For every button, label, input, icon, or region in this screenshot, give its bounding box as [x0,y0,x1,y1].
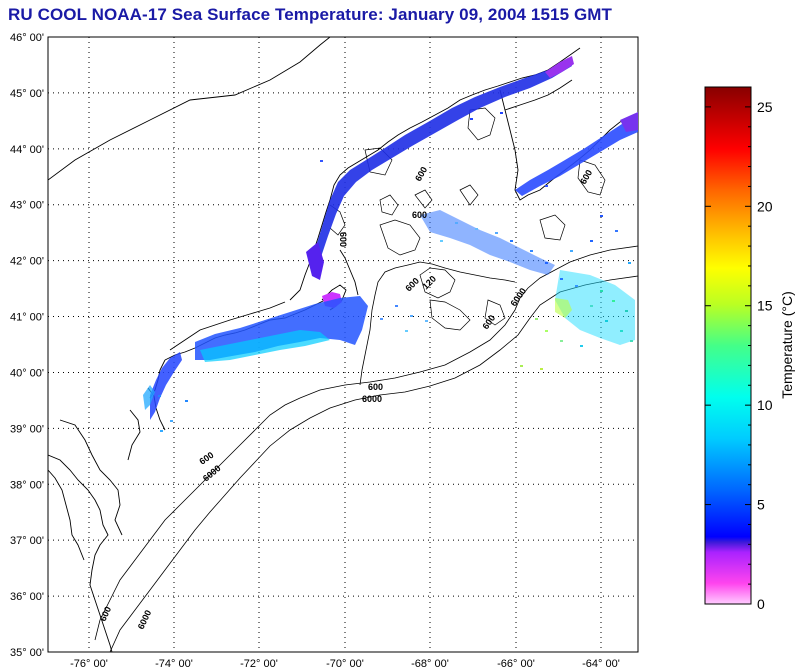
sst-pixel [320,160,323,162]
sst-pixel [455,222,458,224]
colorbar-tick-label: 0 [757,596,765,612]
lon-label: -72° 00' [240,658,278,670]
sst-georges-cyan [555,270,635,345]
lon-label: -66° 00' [497,658,535,670]
colorbar-ticks: 0 5 10 15 20 25 [705,99,773,612]
sst-pixel [520,365,523,367]
colorbar-tick-label: 10 [757,397,773,413]
sst-pixel [600,215,603,217]
sst-pixel [570,250,573,252]
depth-label: 600 [412,210,427,220]
sst-nova-scotia [515,118,638,196]
lat-label: 44° 00' [10,144,44,156]
sst-pixel [615,230,618,232]
lat-label: 45° 00' [10,88,44,100]
colorbar-tick-label: 20 [757,198,773,214]
sst-pixel [440,240,443,242]
sst-pixel [560,340,563,342]
sst-pixel [500,112,503,114]
isobath-6000 [109,275,638,652]
sst-pixel [425,320,428,322]
colorbar-tick-label: 25 [757,99,773,115]
sst-yellow-patch [555,298,572,318]
lon-label: -68° 00' [411,658,449,670]
sst-longisland-cyan [200,330,330,362]
depth-label: 600 [368,382,383,392]
sst-pixel [540,368,543,370]
lat-label: 46° 00' [10,32,44,44]
sst-pixel [625,310,628,312]
sst-pixel [405,330,408,332]
sst-bay-of-fundy [545,56,574,78]
sst-pixel [630,340,633,342]
lat-label: 38° 00' [10,479,44,491]
sst-pixel [620,330,623,332]
sst-gulf-of-maine-scatter [420,210,555,275]
depth-label: 6000 [362,394,382,404]
sst-pixel [545,185,548,187]
sst-eastern-edge [620,112,638,132]
lon-label: -74° 00' [155,658,193,670]
map-frame [47,36,639,653]
sst-pixel [560,278,563,280]
sst-pixel [380,318,383,320]
depth-label: 600 [338,232,348,247]
sst-pixel [158,395,161,397]
sst-pixel [612,300,615,302]
sst-pixel [628,262,631,264]
sst-pixel [545,330,548,332]
sst-pixel [475,228,478,230]
sst-pixel [575,285,578,287]
sst-pixel [170,420,173,422]
colorbar-tick-label: 5 [757,497,765,513]
lon-label: -76° 00' [70,658,108,670]
sst-pixel [605,320,608,322]
lat-label: 43° 00' [10,200,44,212]
colorbar-tick-label: 15 [757,298,773,314]
sst-pixel [535,318,538,320]
longitude-labels: -76° 00' -74° 00' -72° 00' -70° 00' -68° 00'… [70,658,620,670]
lat-label: 41° 00' [10,312,44,324]
lat-label: 36° 00' [10,591,44,603]
map-title: RU COOL NOAA-17 Sea Surface Temperature:… [8,5,613,24]
lon-label: -70° 00' [326,658,364,670]
sst-overlay [143,56,638,432]
graticule [48,36,638,653]
sst-pixel [185,400,188,402]
isobath-600 [94,245,638,641]
lat-label: 40° 00' [10,367,44,379]
lat-label: 35° 00' [10,647,44,659]
lat-label: 39° 00' [10,423,44,435]
sst-pixel [510,240,513,242]
sst-cape-cod [306,242,324,280]
sst-pixel [395,305,398,307]
sst-pixel [160,430,163,432]
sst-coastal-maine [310,58,572,262]
sst-pixel [410,315,413,317]
latitude-labels: 46° 00' 45° 00' 44° 00' 43° 00' 42° 00' 41° 0… [10,32,44,659]
sst-new-jersey [150,352,182,420]
shelf-contours [329,107,606,331]
sst-pixel [590,305,593,307]
sst-nj-cyan [143,385,155,410]
sst-pixel [530,250,533,252]
lat-label: 37° 00' [10,535,44,547]
sst-pixel [590,240,593,242]
colorbar [704,86,752,605]
lat-label: 42° 00' [10,256,44,268]
sst-pixel [545,262,548,264]
sst-pixel [495,232,498,234]
sst-pixel [600,290,603,292]
colorbar-title: Temperature (°C) [779,291,795,399]
sst-pixel [580,345,583,347]
lon-label: -64° 00' [582,658,620,670]
sst-pixel [470,118,473,120]
